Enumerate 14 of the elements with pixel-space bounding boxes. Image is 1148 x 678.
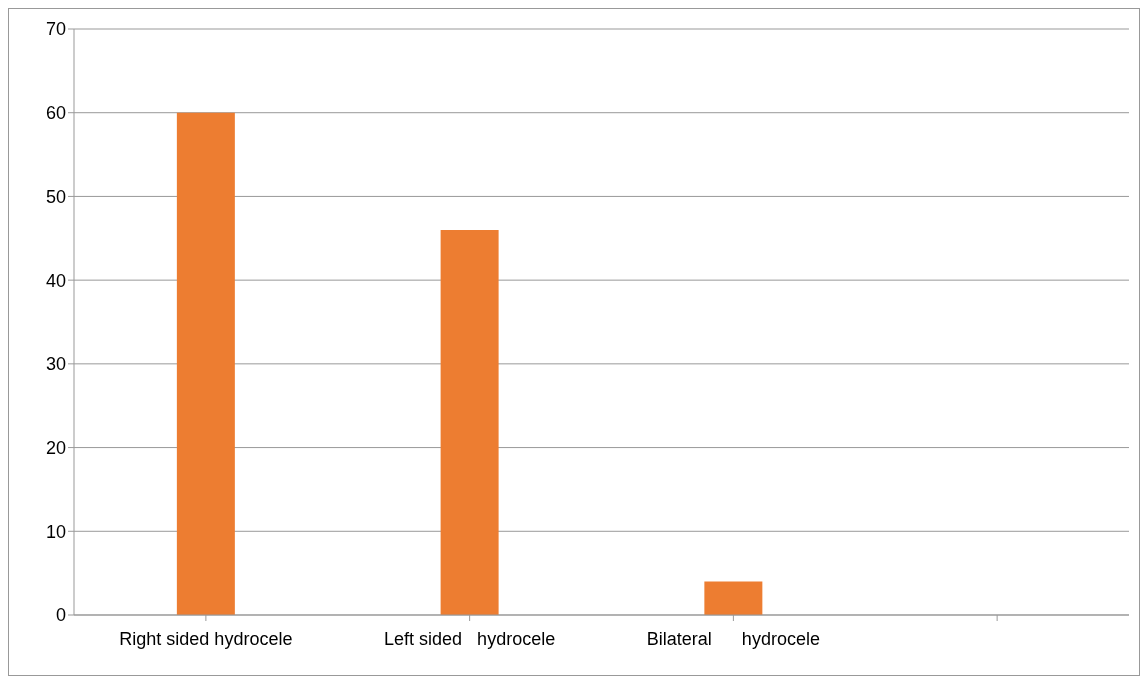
y-tick-label: 50 <box>45 186 66 207</box>
bar <box>176 112 235 615</box>
bar <box>704 581 763 615</box>
bar <box>440 229 499 615</box>
y-tick-label: 10 <box>45 521 66 542</box>
y-tick-label: 60 <box>45 103 66 124</box>
y-tick-label: 70 <box>45 19 66 40</box>
x-tick-label: Left sided hydrocele <box>384 629 556 649</box>
y-tick-label: 20 <box>45 437 66 458</box>
x-tick-label: Right sided hydrocele <box>119 629 293 649</box>
y-tick-label: 30 <box>45 354 66 375</box>
x-tick-label: Bilateral hydrocele <box>646 629 820 649</box>
y-tick-label: 0 <box>55 605 66 626</box>
y-tick-label: 40 <box>45 270 66 291</box>
